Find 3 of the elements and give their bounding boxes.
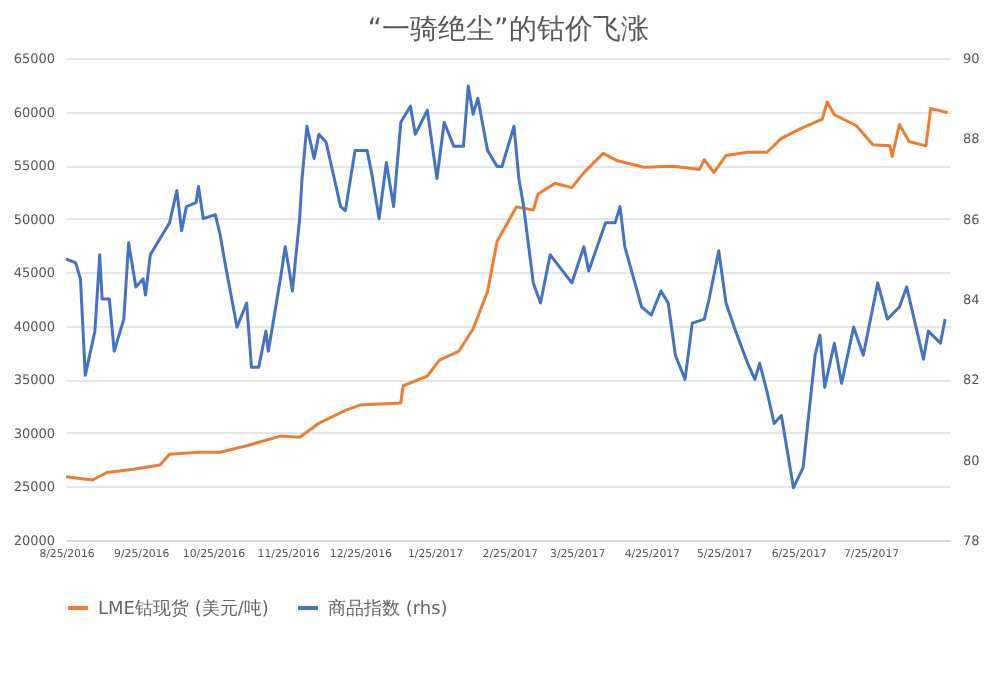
chart-title: “一骑绝尘”的钴价飞涨	[367, 14, 649, 46]
legend-label: LME钴现货 (美元/吨)	[98, 598, 269, 620]
legend-label: 商品指数 (rhs)	[328, 598, 448, 620]
